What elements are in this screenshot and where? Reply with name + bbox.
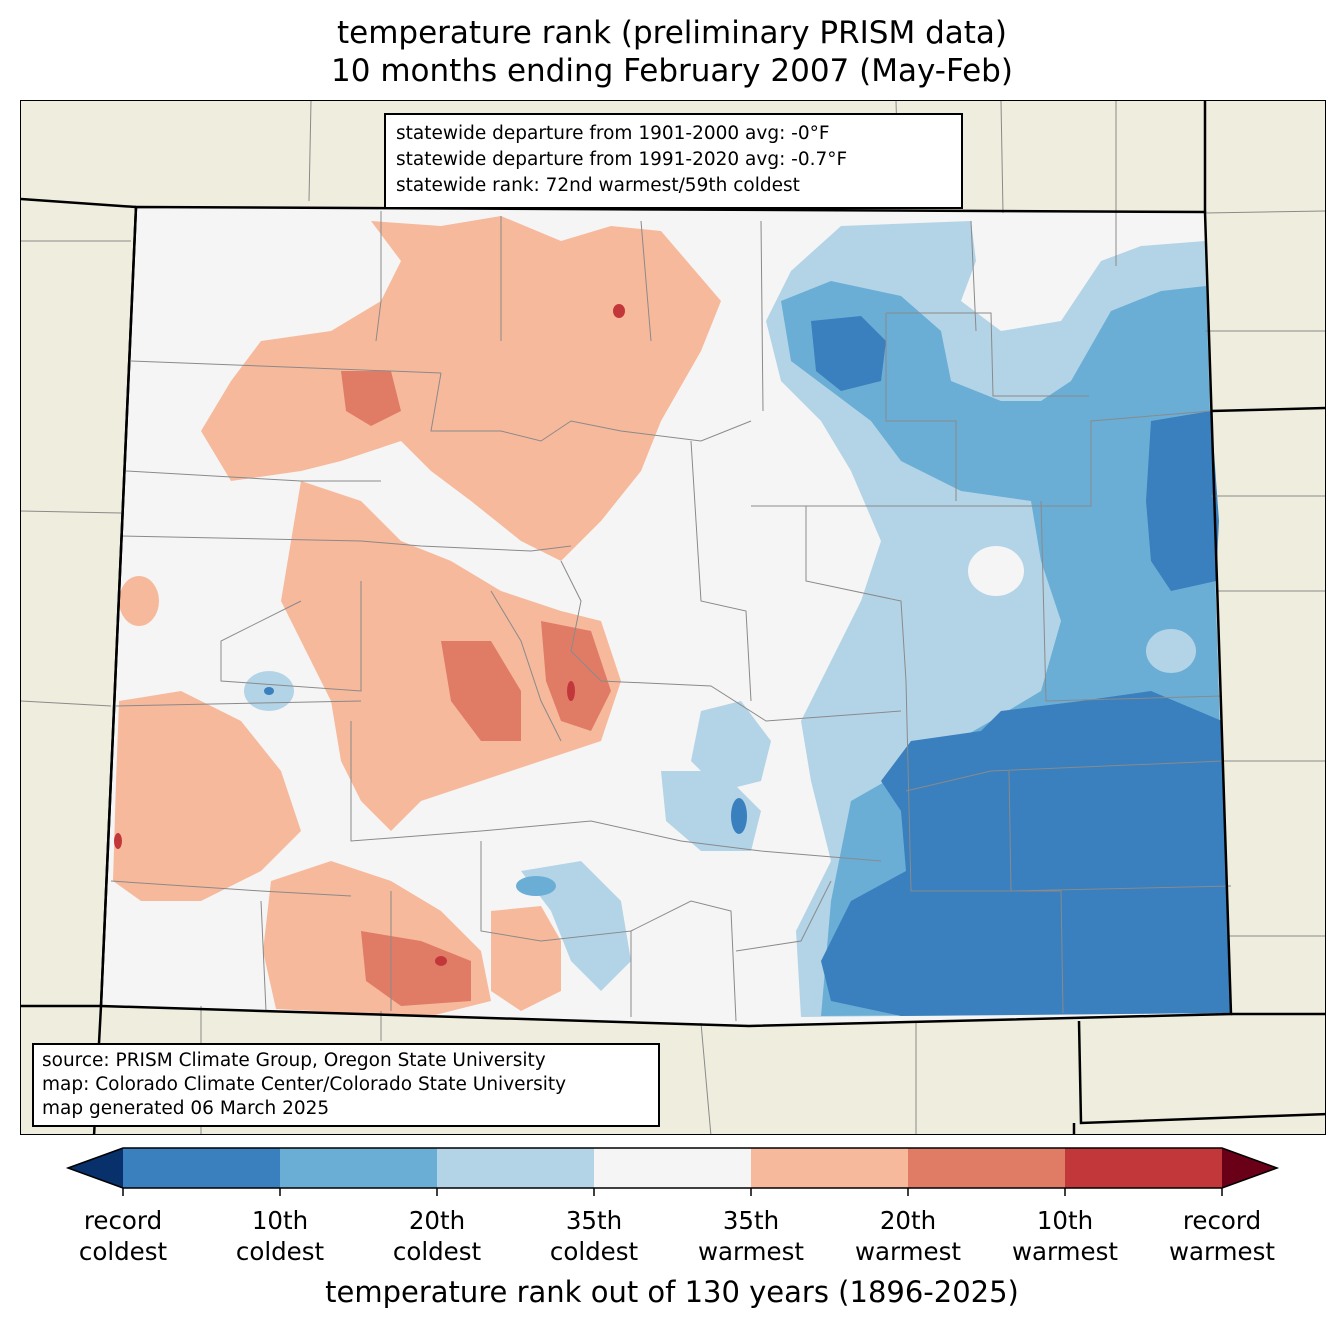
tick-label-line-1: 20th <box>879 1206 937 1235</box>
tick-label-line-2: coldest <box>78 1237 168 1266</box>
warm-region-core-4 <box>341 371 401 426</box>
colorbar-bin-1 <box>123 1148 280 1188</box>
source-line-3: map generated 06 March 2025 <box>42 1098 330 1119</box>
warm-region-southwest <box>113 691 301 901</box>
colorado-county-lines <box>110 211 1232 1022</box>
stats-line-3: statewide rank: 72nd warmest/59th coldes… <box>396 175 800 196</box>
warm-record-spot-4 <box>435 956 447 966</box>
tick-label-line-1: record <box>83 1206 163 1235</box>
source-box: source: PRISM Climate Group, Oregon Stat… <box>32 1043 660 1127</box>
cool-anomaly-regions <box>244 221 1231 1017</box>
colorbar-tick-label: record warmest <box>1142 1205 1302 1267</box>
warm-spot-west <box>119 576 159 626</box>
statewide-stats-box: statewide departure from 1901-2000 avg: … <box>384 113 963 209</box>
tick-label-line-2: warmest <box>854 1237 961 1266</box>
warm-region-core-3 <box>361 931 471 1006</box>
warm-anomaly-regions <box>113 216 721 1016</box>
cool-region-southeast <box>821 691 1231 1016</box>
colorbar-tick-label: 20th coldest <box>357 1205 517 1267</box>
colorbar-bin-5 <box>751 1148 908 1188</box>
colorbar-tick-label: 35th coldest <box>514 1205 674 1267</box>
neutral-spot-east-2 <box>1146 629 1196 673</box>
cool-region-mid-1 <box>691 701 771 791</box>
tick-label-line-1: record <box>1182 1206 1262 1235</box>
warm-region-core-2 <box>541 621 611 731</box>
colorbar-title: temperature rank out of 130 years (1896-… <box>325 1275 1019 1309</box>
colorbar-tick-label: 10th coldest <box>200 1205 360 1267</box>
tick-label-line-1: 10th <box>1036 1206 1094 1235</box>
colorbar-tick-label: 35th warmest <box>671 1205 831 1267</box>
colorbar-bin-6 <box>908 1148 1065 1188</box>
warm-region-south-2 <box>491 906 561 1011</box>
stats-line-1: statewide departure from 1901-2000 avg: … <box>396 123 830 144</box>
colorbar-tick-label: record coldest <box>43 1205 203 1267</box>
colorbar-tick-label: 10th warmest <box>985 1205 1145 1267</box>
tick-label-line-1: 10th <box>251 1206 309 1235</box>
neutral-spot-east-1 <box>968 546 1024 596</box>
cool-deep-spot-west <box>264 687 274 695</box>
tick-label-line-2: warmest <box>697 1237 804 1266</box>
colorbar-ticks <box>122 1188 1223 1196</box>
colorbar-tick-label: 20th warmest <box>828 1205 988 1267</box>
tick-label-line-1: 35th <box>565 1206 623 1235</box>
map-frame: statewide departure from 1901-2000 avg: … <box>20 100 1326 1135</box>
tick-label-line-1: 35th <box>722 1206 780 1235</box>
tick-label-line-2: warmest <box>1011 1237 1118 1266</box>
tick-label-line-2: warmest <box>1168 1237 1275 1266</box>
warm-record-spot-3 <box>114 833 122 849</box>
cool-spot-south <box>516 876 556 896</box>
warm-region-north <box>201 216 721 561</box>
stats-line-2: statewide departure from 1991-2020 avg: … <box>396 149 848 170</box>
source-line-1: source: PRISM Climate Group, Oregon Stat… <box>42 1050 546 1071</box>
warm-record-spot-1 <box>613 304 625 318</box>
colorbar-bin-3 <box>437 1148 594 1188</box>
cool-region-east-deep <box>1146 411 1219 591</box>
tick-label-line-1: 20th <box>408 1206 466 1235</box>
colorbar <box>65 1147 1280 1196</box>
tick-label-line-2: coldest <box>235 1237 325 1266</box>
tick-label-line-2: coldest <box>549 1237 639 1266</box>
warm-record-spot-2 <box>567 681 575 701</box>
tick-label-line-2: coldest <box>392 1237 482 1266</box>
source-line-2: map: Colorado Climate Center/Colorado St… <box>42 1074 567 1095</box>
map-title-line-1: temperature rank (preliminary PRISM data… <box>336 15 1007 51</box>
colorbar-bin-4 <box>594 1148 751 1188</box>
warm-region-core-1 <box>441 641 521 741</box>
map-title-line-2: 10 months ending February 2007 (May-Feb) <box>331 53 1013 89</box>
map-title: temperature rank (preliminary PRISM data… <box>0 14 1344 90</box>
colorbar-bin-2 <box>280 1148 437 1188</box>
colorbar-extend-low <box>68 1148 123 1188</box>
cool-deep-spot-valley <box>731 798 747 834</box>
colorado-map <box>21 101 1325 1134</box>
cool-region-northeast-deep <box>811 316 886 391</box>
colorbar-extend-high <box>1222 1148 1277 1188</box>
colorbar-bin-7 <box>1065 1148 1222 1188</box>
